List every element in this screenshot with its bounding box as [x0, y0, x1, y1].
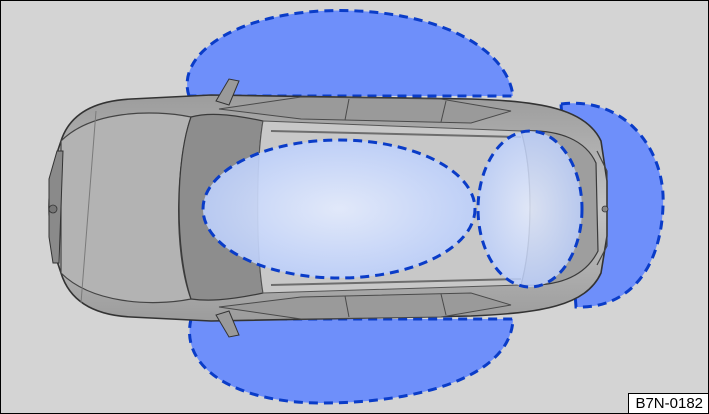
- front-interior-zone: [201, 138, 477, 280]
- rear-interior-zone: [476, 129, 584, 289]
- left-side-exterior-zone: [185, 9, 515, 98]
- right-side-exterior-zone: [188, 317, 515, 405]
- figure-code-label: B7N-0182: [628, 393, 708, 413]
